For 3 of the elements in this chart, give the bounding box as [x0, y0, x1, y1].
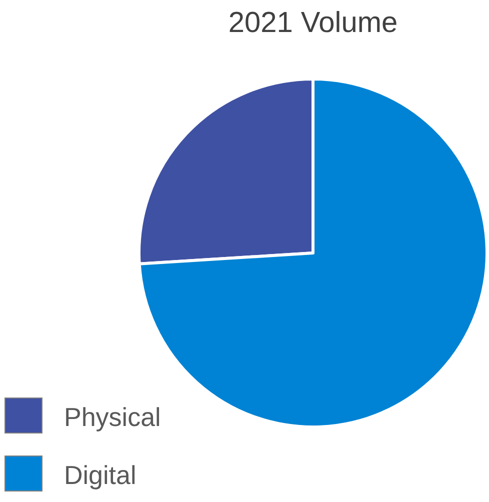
legend-label: Physical: [64, 402, 161, 432]
legend-label: Digital: [64, 460, 136, 490]
chart-title: 2021 Volume: [228, 7, 398, 39]
